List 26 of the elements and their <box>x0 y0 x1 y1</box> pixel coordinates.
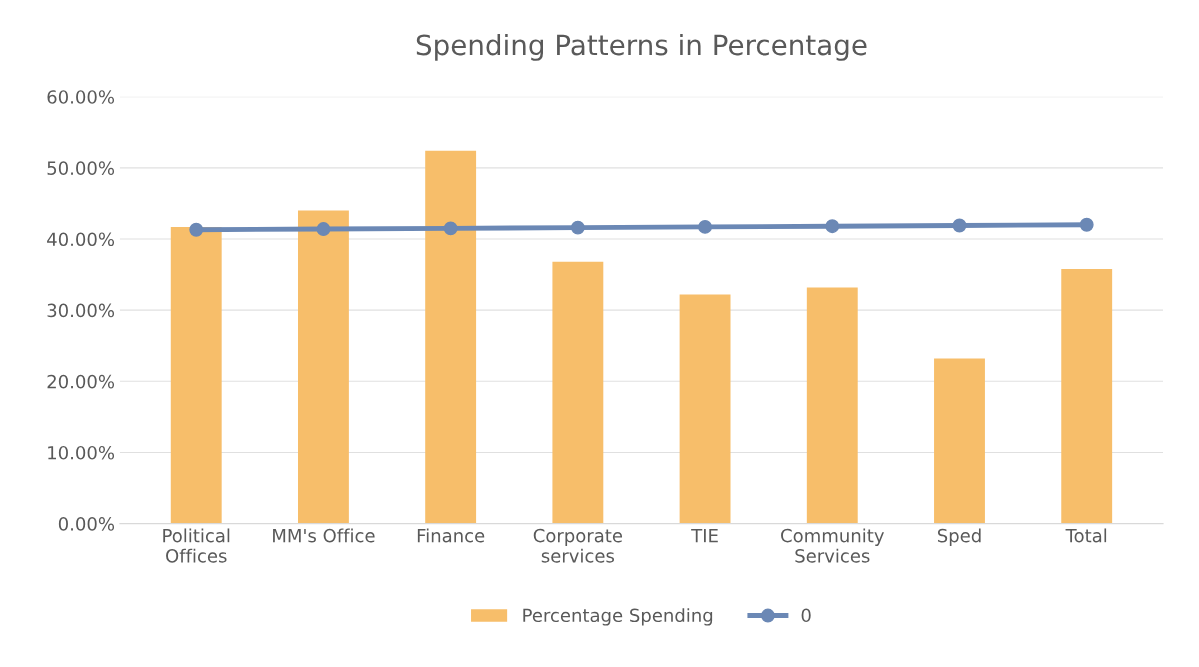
bar <box>552 261 604 524</box>
x-tick-label: Corporate services <box>533 528 623 563</box>
y-tick-label: 60.00% <box>47 90 115 104</box>
bar <box>425 150 477 524</box>
legend-label: 0 <box>801 608 811 623</box>
bar <box>1061 268 1113 524</box>
x-tick-label: Political Offices <box>163 528 230 563</box>
chart-title: Spending Patterns in Percentage <box>416 33 867 61</box>
bar <box>934 358 985 524</box>
y-tick-label: 10.00% <box>48 445 115 460</box>
y-tick-label: 30.00% <box>47 303 115 318</box>
bar <box>170 226 222 524</box>
bar <box>298 210 349 524</box>
x-tick-label: Finance <box>417 528 485 543</box>
y-tick-label: 50.00% <box>47 161 115 175</box>
bar <box>806 287 858 524</box>
y-tick-label: 0.00% <box>58 517 115 531</box>
y-tick-label: 40.00% <box>47 232 115 247</box>
x-tick-label: TIE <box>691 529 718 543</box>
x-tick-label: Community Services <box>781 528 884 563</box>
y-tick-label: 20.00% <box>47 374 115 389</box>
x-tick-label: Sped <box>937 528 981 546</box>
bar <box>679 294 731 524</box>
x-tick-label: MM's Office <box>273 528 375 543</box>
x-tick-label: Total <box>1065 528 1107 543</box>
legend-label: Percentage Spending <box>523 608 713 626</box>
